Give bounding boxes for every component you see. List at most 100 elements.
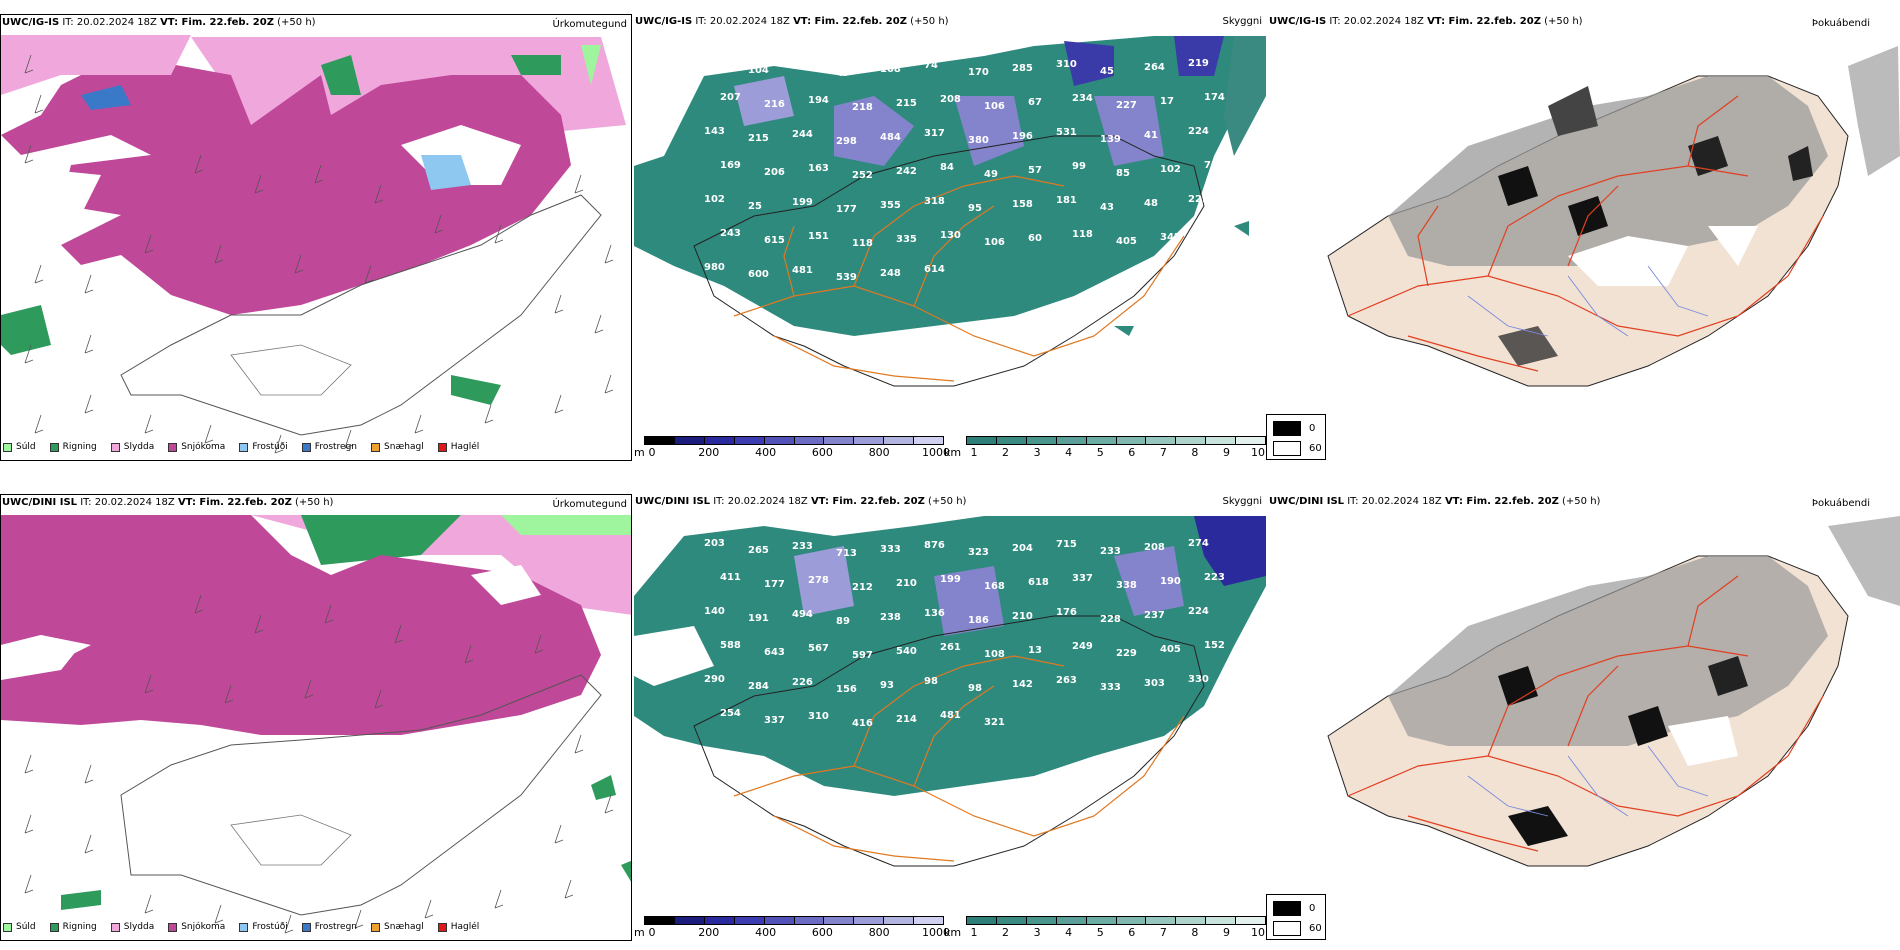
precip-title-row2: UWC/DINI ISL IT: 20.02.2024 18Z VT: Fim.… xyxy=(2,497,334,508)
fog-product-row1: Þokuábendi xyxy=(1811,18,1870,29)
precip-legend-label: Haglél xyxy=(450,442,480,452)
ceiling-value-label: 49 xyxy=(984,169,998,180)
ceiling-value-label: 567 xyxy=(808,643,829,654)
ceiling-value-label: 99 xyxy=(1072,161,1086,172)
scale-segment xyxy=(1236,917,1266,924)
ceiling-value-label: 163 xyxy=(808,163,829,174)
ceiling-value-label: 60 xyxy=(1028,233,1042,244)
scale-segment xyxy=(824,437,855,444)
ceiling-value-label: 337 xyxy=(1072,573,1093,584)
fog-legend-label: 60 xyxy=(1309,443,1322,454)
precip-legend-item: Frostúði xyxy=(239,922,288,932)
scale-segment xyxy=(1176,437,1207,444)
ceiling-value-label: 118 xyxy=(852,238,873,249)
scale-tick-label: 9 xyxy=(1222,926,1230,939)
scale-tick-label: 1000 xyxy=(922,446,950,459)
ceiling-value-label: 540 xyxy=(896,646,917,657)
precip-legend-swatch xyxy=(239,922,249,932)
ceiling-value-label: 191 xyxy=(748,613,769,624)
scale-segment xyxy=(734,437,765,444)
ceiling-value-label: 317 xyxy=(924,128,945,139)
ceiling-value-label: 199 xyxy=(940,574,961,585)
precip-legend-label: Slydda xyxy=(123,922,155,932)
ceiling-value-label: 207 xyxy=(720,92,741,103)
scale-tick-label: 7 xyxy=(1159,446,1167,459)
fog-legend-swatch-white xyxy=(1273,921,1301,936)
scale-segment xyxy=(1086,437,1117,444)
ceiling-value-label: 106 xyxy=(984,101,1005,112)
precip-legend-label: Frostúði xyxy=(252,922,288,932)
ceiling-value-label: 333 xyxy=(880,544,901,555)
ceiling-value-label: 405 xyxy=(1160,644,1181,655)
ceiling-value-label: 539 xyxy=(836,272,857,283)
ceiling-value-label: 338 xyxy=(1116,580,1137,591)
precip-legend-swatch xyxy=(437,922,447,932)
ceiling-value-label: 139 xyxy=(1100,134,1121,145)
ceiling-value-label: 980 xyxy=(704,262,725,273)
scale-segment xyxy=(996,917,1027,924)
precip-legend-item: Snjókoma xyxy=(168,442,225,452)
precip-legend-swatch xyxy=(110,442,120,452)
scale-tick-label: 3 xyxy=(1033,446,1041,459)
precip-product-row2: Úrkomutegund xyxy=(552,499,627,510)
scale-segment xyxy=(914,437,944,444)
precip-legend-row2: Súld Rigning Slydda Snjókoma Frostúði Frostre… xyxy=(3,917,493,937)
precip-panel-row2: UWC/DINI ISL IT: 20.02.2024 18Z VT: Fim.… xyxy=(0,494,632,941)
ceiling-value-label: 169 xyxy=(720,160,741,171)
scale-segment xyxy=(1206,437,1237,444)
scale-segment xyxy=(1086,917,1117,924)
fog-legend-label: 0 xyxy=(1309,423,1316,434)
scale-segment xyxy=(824,917,855,924)
ceiling-value-label: 215 xyxy=(896,98,917,109)
precip-legend-item: Snæhagl xyxy=(371,442,424,452)
visibility-scale-strip xyxy=(966,916,1266,925)
ceiling-value-label: 84 xyxy=(940,162,954,173)
precip-legend-swatch xyxy=(437,442,447,452)
ceiling-value-label: 252 xyxy=(852,170,873,181)
precip-legend-swatch xyxy=(371,442,381,452)
ceiling-value-label: 243 xyxy=(720,228,741,239)
ceiling-value-label: 242 xyxy=(896,166,917,177)
fog-legend-row2: 0 60 xyxy=(1266,894,1326,940)
ceiling-value-label: 181 xyxy=(1056,195,1077,206)
scale-segment xyxy=(1026,917,1057,924)
fog-legend-row1: 0 60 xyxy=(1266,414,1326,460)
ceiling-value-label: 93 xyxy=(880,680,894,691)
ceiling-value-label: 118 xyxy=(1072,229,1093,240)
scale-segment xyxy=(854,437,885,444)
ceiling-value-label: 411 xyxy=(720,572,741,583)
ceiling-value-label: 156 xyxy=(836,684,857,695)
ceiling-value-label: 102 xyxy=(704,194,725,205)
precip-legend-swatch xyxy=(168,442,178,452)
scale-tick-label: 800 xyxy=(868,446,890,459)
ceiling-value-label: 484 xyxy=(880,132,901,143)
ceiling-value-label: 614 xyxy=(924,264,945,275)
ceiling-value-label: 615 xyxy=(764,235,785,246)
ceiling-value-label: 210 xyxy=(1012,611,1033,622)
scale-tick-label: 10 xyxy=(1251,926,1265,939)
ceiling-value-label: 237 xyxy=(1144,610,1165,621)
scale-tick-label: 200 xyxy=(698,446,720,459)
ceiling-value-label: 177 xyxy=(764,579,785,590)
ceiling-value-label: 988 xyxy=(1204,228,1225,239)
ceiling-value-label: 176 xyxy=(1056,607,1077,618)
fog-product-row2: Þokuábendi xyxy=(1811,498,1870,509)
scale-tick-label: 5 xyxy=(1096,926,1104,939)
scale-segment xyxy=(674,437,705,444)
scale-segment xyxy=(1026,437,1057,444)
scale-segment xyxy=(884,437,915,444)
scale-tick-label: 400 xyxy=(755,446,777,459)
fog-panel-row1: UWC/IG-IS IT: 20.02.2024 18Z VT: Fim. 22… xyxy=(1268,14,1900,461)
precip-map-row2 xyxy=(1,515,631,934)
ceiling-value-label: 278 xyxy=(808,575,829,586)
ceiling-value-label: 102 xyxy=(1160,164,1181,175)
ceiling-value-label: 494 xyxy=(792,609,813,620)
precip-legend-swatch xyxy=(49,922,59,932)
ceiling-value-label: 75 xyxy=(1204,160,1218,171)
precip-legend-swatch xyxy=(301,442,311,452)
ceiling-value-label: 204 xyxy=(1012,543,1033,554)
ceiling-value-label: 263 xyxy=(1056,675,1077,686)
ceiling-value-label: 151 xyxy=(808,231,829,242)
scale-tick-label: 1 xyxy=(970,926,978,939)
precip-legend-label: Snjókoma xyxy=(181,442,226,452)
